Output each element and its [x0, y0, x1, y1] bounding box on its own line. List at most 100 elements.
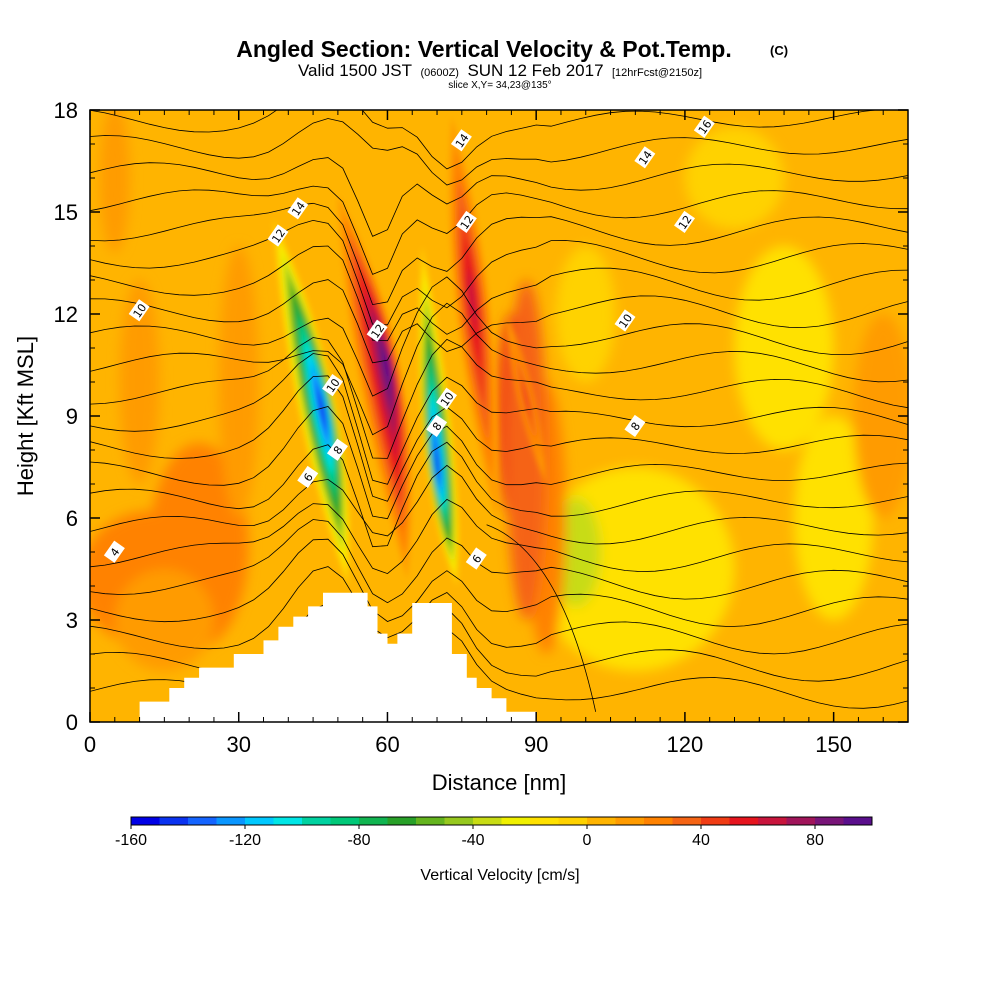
contour-label: 6 [297, 465, 319, 489]
theta-contour-line [90, 279, 908, 364]
colorbar-swatch [416, 817, 445, 825]
theta-contour-line [90, 245, 908, 342]
colorbar-tick-label: -160 [115, 832, 147, 849]
contour-label-bg [297, 465, 319, 489]
contour-label-bg [693, 115, 715, 138]
colorbar-swatch [501, 817, 531, 825]
colorbar-swatch [729, 817, 759, 825]
y-axis-ticks: 0 3 6 9 12 15 18 [54, 98, 908, 735]
utc-time: (0600Z) [420, 67, 459, 79]
contour-label-bg [450, 129, 472, 152]
contour-label-bg [128, 299, 150, 322]
theta-contour-line [90, 110, 908, 170]
y-tick-label: 9 [66, 404, 78, 429]
colorbar-swatch [131, 817, 160, 825]
chart-title: Angled Section: Vertical Velocity & Pot.… [236, 36, 731, 62]
colorbar-swatch [387, 817, 417, 825]
chart-subtitle: Valid 1500 JST (0600Z) SUN 12 Feb 2017 [… [298, 61, 702, 80]
contour-label: 8 [624, 414, 646, 438]
contour-label-bg [366, 319, 388, 342]
colorbar-swatch [159, 817, 189, 825]
x-tick-label: 120 [667, 732, 704, 757]
field-feature [114, 569, 214, 671]
colorbar-swatch [843, 817, 873, 825]
valid-date: SUN 12 Feb 2017 [467, 61, 603, 80]
theta-contour-line [90, 353, 908, 485]
contour-label-bg [634, 146, 656, 169]
y-axis-label: Height [Kft MSL] [13, 336, 38, 496]
y-tick-label: 18 [54, 98, 78, 123]
colorbar-swatch [359, 817, 388, 825]
x-tick-label: 0 [84, 732, 96, 757]
velocity-band [381, 346, 391, 389]
contour-label-bg [674, 210, 695, 234]
colorbar-swatch [786, 817, 816, 825]
colorbar-swatch [216, 817, 246, 825]
contour-label-bg [426, 414, 448, 438]
theta-contour-line [90, 519, 908, 604]
theta-contours [90, 110, 908, 712]
forecast-info: [12hrFcst@2150z] [612, 67, 702, 79]
terrain-shape [139, 592, 537, 722]
field-feature [853, 314, 908, 518]
colorbar-swatch [815, 817, 844, 825]
colorbar-tick-label: 80 [806, 832, 824, 849]
colorbar-tick-label: 0 [583, 832, 592, 849]
field-feature [119, 280, 160, 484]
colorbar-swatch [273, 817, 303, 825]
colorbar-swatch [302, 817, 331, 825]
x-tick-label: 150 [815, 732, 852, 757]
colorbar-frame [130, 816, 873, 826]
x-axis-label: Distance [nm] [432, 770, 567, 795]
x-tick-label: 90 [524, 732, 548, 757]
velocity-band [467, 266, 477, 334]
velocity-field [90, 110, 908, 722]
y-tick-label: 12 [54, 302, 78, 327]
contour-label-bg [436, 387, 458, 410]
contour-label-bg [614, 309, 636, 332]
colorbar-swatch [558, 817, 588, 825]
colorbar-swatch [444, 817, 474, 825]
velocity-band [319, 397, 325, 421]
theta-contour-line [90, 202, 908, 306]
theta-contour-line [90, 441, 908, 548]
theta-contour-line [90, 302, 908, 436]
theta-contour-line [90, 375, 908, 502]
field-feature [734, 246, 834, 450]
colorbar-tick-label: -40 [461, 832, 484, 849]
theta-contour-line [90, 538, 908, 628]
terrain-mask [139, 592, 537, 722]
colorbar-tick-label: 40 [692, 832, 710, 849]
colorbar-tick-label: -120 [229, 832, 261, 849]
colorbar-swatch [758, 817, 787, 825]
x-axis-ticks: 0 30 60 90 120 150 [84, 110, 884, 757]
theta-contour-line [90, 498, 908, 575]
y-tick-label: 3 [66, 608, 78, 633]
colorbar-swatch [615, 817, 645, 825]
y-tick-label: 0 [66, 710, 78, 735]
colorbar-swatch [245, 817, 274, 825]
theta-contour-line [90, 118, 908, 186]
theta-contour-line [90, 219, 908, 326]
colorbar [130, 816, 873, 826]
velocity-band [376, 327, 393, 413]
contour-label: 8 [426, 414, 448, 438]
colorbar-swatch [644, 817, 673, 825]
y-tick-label: 6 [66, 506, 78, 531]
contour-label-bg [326, 438, 348, 461]
colorbar-swatch [330, 817, 360, 825]
colorbar-label: Vertical Velocity [cm/s] [420, 867, 579, 884]
theta-contour-line [90, 406, 908, 520]
field-feature [556, 246, 616, 382]
contour-label-bg [624, 414, 646, 438]
theta-contour-line [486, 524, 597, 712]
contour-label-bg [465, 547, 487, 570]
valid-time: Valid 1500 JST [298, 61, 412, 80]
slice-label: slice X,Y= 34,23@135° [448, 80, 551, 91]
field-feature [684, 127, 785, 229]
theta-contour-line [90, 566, 908, 655]
contour-label: 8 [326, 438, 348, 461]
colorbar-swatch [587, 817, 616, 825]
contour-label-bg [322, 374, 343, 397]
